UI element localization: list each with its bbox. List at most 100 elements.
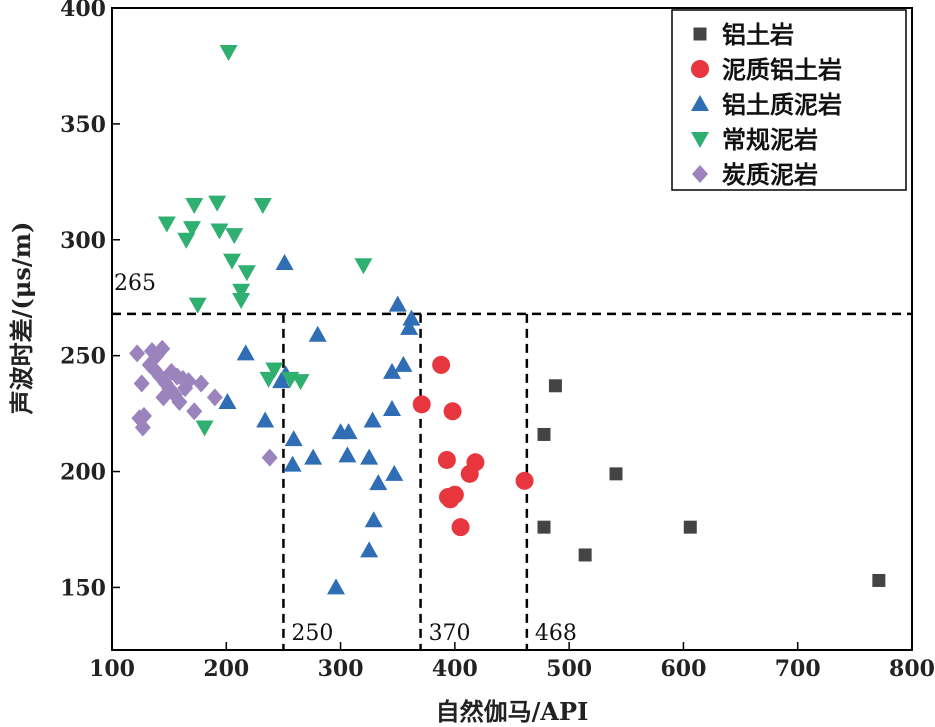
data-point-triangle-up — [385, 464, 404, 481]
data-markers-layer — [129, 45, 886, 595]
data-point-triangle-up — [339, 423, 358, 440]
threshold-label-vertical: 468 — [535, 621, 577, 646]
x-tick-label: 100 — [89, 656, 135, 682]
data-point-triangle-down — [195, 420, 214, 437]
data-point-triangle-down — [232, 293, 251, 310]
data-point-triangle-down — [183, 221, 201, 238]
data-point-triangle-up — [363, 411, 382, 428]
y-tick-label: 350 — [60, 112, 106, 138]
legend-label: 铝土岩 — [722, 20, 794, 49]
data-point-triangle-down — [177, 232, 196, 249]
y-tick-label: 300 — [60, 228, 106, 254]
data-point-square — [537, 427, 551, 441]
x-tick-label: 400 — [432, 656, 478, 682]
plot-frame — [111, 7, 913, 651]
threshold-label-vertical: 370 — [429, 621, 471, 646]
x-tick-label: 600 — [660, 656, 706, 682]
data-point-diamond — [133, 374, 150, 393]
data-point-diamond — [261, 448, 278, 467]
data-point-circle — [451, 518, 470, 537]
data-point-triangle-up — [388, 295, 407, 312]
data-point-triangle-down — [157, 216, 176, 233]
axes-layer — [111, 7, 913, 651]
data-point-diamond — [186, 402, 203, 421]
data-point-triangle-up — [283, 455, 302, 472]
data-point-square — [548, 379, 562, 393]
data-point-triangle-up — [360, 541, 379, 558]
ticks-layer: 100 200 300 400 500 600 700 800 150 200 250 300 350 4… — [60, 0, 935, 682]
y-tick-label: 400 — [60, 0, 106, 22]
data-point-triangle-down — [253, 198, 272, 215]
data-point-diamond — [206, 388, 223, 407]
data-point-triangle-down — [188, 297, 207, 314]
data-point-diamond — [193, 374, 210, 393]
threshold-label-horizontal: 265 — [114, 271, 156, 296]
data-point-triangle-down — [208, 195, 227, 212]
data-point-triangle-up — [369, 474, 388, 491]
data-point-square — [872, 573, 886, 587]
x-axis-label: 自然伽马/API — [436, 697, 589, 726]
data-point-triangle-up — [327, 578, 345, 595]
data-point-triangle-down — [225, 228, 244, 245]
data-point-circle — [443, 402, 462, 421]
data-point-triangle-up — [275, 253, 294, 270]
legend-marker-triangle-down — [691, 132, 709, 148]
data-point-circle — [515, 471, 534, 490]
data-point-triangle-down — [291, 374, 310, 391]
data-point-triangle-up — [218, 393, 237, 410]
data-point-triangle-up — [256, 411, 275, 428]
data-point-triangle-up — [383, 362, 401, 379]
data-point-square — [578, 548, 592, 562]
data-point-triangle-up — [360, 448, 379, 465]
legend-marker-triangle-up — [691, 95, 709, 111]
threshold-label-vertical: 250 — [291, 621, 333, 646]
y-axis-label: 声波时差/(μs/m) — [7, 222, 36, 416]
data-point-triangle-up — [284, 430, 303, 447]
data-point-diamond — [134, 418, 151, 437]
data-point-circle — [432, 355, 451, 374]
data-point-diamond — [180, 372, 197, 391]
x-tick-label: 300 — [318, 656, 364, 682]
data-point-triangle-down — [185, 198, 204, 215]
data-point-triangle-down — [265, 362, 284, 379]
x-tick-label: 500 — [546, 656, 592, 682]
data-point-triangle-up — [383, 399, 401, 416]
data-point-diamond — [171, 393, 188, 412]
data-point-diamond — [129, 344, 146, 363]
x-tick-label: 700 — [775, 656, 821, 682]
reference-lines-layer: 265 250 370 468 — [112, 271, 912, 650]
data-point-circle — [460, 464, 479, 483]
data-point-triangle-up — [364, 511, 383, 528]
data-point-triangle-up — [400, 318, 419, 335]
data-point-circle — [441, 490, 460, 509]
data-point-diamond — [155, 388, 172, 407]
legend-label: 炭质泥岩 — [722, 160, 818, 189]
legend-label: 常规泥岩 — [722, 125, 818, 154]
legend-label: 泥质铝土岩 — [722, 55, 842, 84]
legend-marker-circle — [691, 60, 709, 78]
data-point-triangle-down — [354, 258, 373, 275]
legend-box — [671, 9, 907, 191]
x-tick-label: 200 — [203, 656, 249, 682]
data-point-triangle-up — [338, 446, 357, 463]
data-point-triangle-down — [219, 45, 238, 62]
data-point-triangle-down — [223, 253, 241, 270]
legend-label: 铝土质泥岩 — [722, 90, 842, 119]
data-point-square — [683, 520, 697, 534]
data-point-triangle-up — [308, 325, 327, 342]
y-tick-label: 150 — [60, 575, 106, 601]
legend-marker-square — [693, 27, 707, 41]
data-point-circle — [412, 395, 431, 414]
y-tick-label: 200 — [60, 460, 106, 486]
data-point-square — [537, 520, 551, 534]
data-point-triangle-down — [232, 283, 251, 300]
legend-marker-diamond — [692, 165, 708, 183]
data-point-triangle-up — [304, 448, 323, 465]
data-point-triangle-down — [210, 223, 229, 240]
data-point-triangle-up — [402, 309, 421, 326]
x-tick-label: 800 — [889, 656, 935, 682]
data-point-diamond — [154, 339, 171, 358]
y-tick-label: 250 — [60, 344, 106, 370]
